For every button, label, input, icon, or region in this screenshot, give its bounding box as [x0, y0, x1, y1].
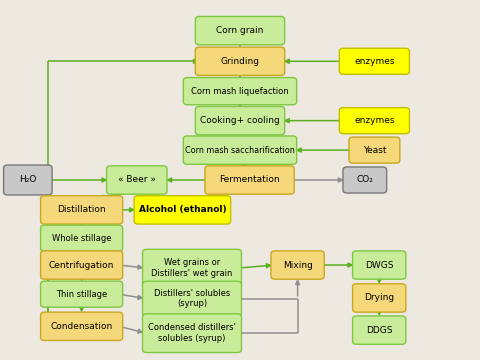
FancyBboxPatch shape: [352, 251, 406, 279]
FancyBboxPatch shape: [339, 108, 409, 134]
Text: Thin stillage: Thin stillage: [56, 290, 107, 299]
FancyBboxPatch shape: [195, 107, 285, 135]
Text: Distillation: Distillation: [57, 205, 106, 214]
FancyBboxPatch shape: [143, 281, 241, 316]
FancyBboxPatch shape: [339, 48, 409, 74]
FancyBboxPatch shape: [352, 284, 406, 312]
Text: Condensed distillers'
solubles (syrup): Condensed distillers' solubles (syrup): [148, 324, 236, 343]
Text: Yeast: Yeast: [363, 146, 386, 155]
FancyBboxPatch shape: [143, 314, 241, 352]
Text: Fermentation: Fermentation: [219, 175, 280, 184]
FancyBboxPatch shape: [349, 137, 400, 163]
Text: Alcohol (ethanol): Alcohol (ethanol): [139, 205, 226, 214]
FancyBboxPatch shape: [41, 312, 123, 341]
Text: Corn mash saccharification: Corn mash saccharification: [185, 146, 295, 155]
Text: « Beer »: « Beer »: [118, 175, 156, 184]
FancyBboxPatch shape: [195, 47, 285, 76]
Text: DWGS: DWGS: [365, 261, 394, 270]
Text: Distillers' solubles
(syrup): Distillers' solubles (syrup): [154, 289, 230, 309]
Text: Condensation: Condensation: [50, 322, 113, 331]
FancyBboxPatch shape: [183, 77, 297, 105]
Text: enzymes: enzymes: [354, 57, 395, 66]
FancyBboxPatch shape: [107, 166, 167, 194]
FancyBboxPatch shape: [41, 225, 123, 251]
FancyBboxPatch shape: [352, 316, 406, 344]
Text: Corn mash liquefaction: Corn mash liquefaction: [191, 87, 289, 96]
FancyBboxPatch shape: [41, 251, 123, 279]
Text: Cooking+ cooling: Cooking+ cooling: [200, 116, 280, 125]
FancyBboxPatch shape: [134, 196, 230, 224]
FancyBboxPatch shape: [3, 165, 52, 195]
Text: CO₂: CO₂: [356, 175, 373, 184]
FancyBboxPatch shape: [343, 167, 387, 193]
Text: H₂O: H₂O: [19, 175, 36, 184]
Text: Whole stillage: Whole stillage: [52, 234, 111, 243]
FancyBboxPatch shape: [41, 281, 123, 307]
FancyBboxPatch shape: [183, 136, 297, 164]
Text: Grinding: Grinding: [220, 57, 260, 66]
FancyBboxPatch shape: [195, 17, 285, 45]
Text: Drying: Drying: [364, 293, 394, 302]
Text: enzymes: enzymes: [354, 116, 395, 125]
Text: Wet grains or
Distillers' wet grain: Wet grains or Distillers' wet grain: [151, 258, 233, 278]
FancyBboxPatch shape: [205, 166, 294, 194]
Text: DDGS: DDGS: [366, 326, 393, 335]
Text: Mixing: Mixing: [283, 261, 312, 270]
FancyBboxPatch shape: [271, 251, 324, 279]
Text: Corn grain: Corn grain: [216, 26, 264, 35]
Text: Centrifugation: Centrifugation: [49, 261, 114, 270]
FancyBboxPatch shape: [41, 196, 123, 224]
FancyBboxPatch shape: [143, 249, 241, 287]
